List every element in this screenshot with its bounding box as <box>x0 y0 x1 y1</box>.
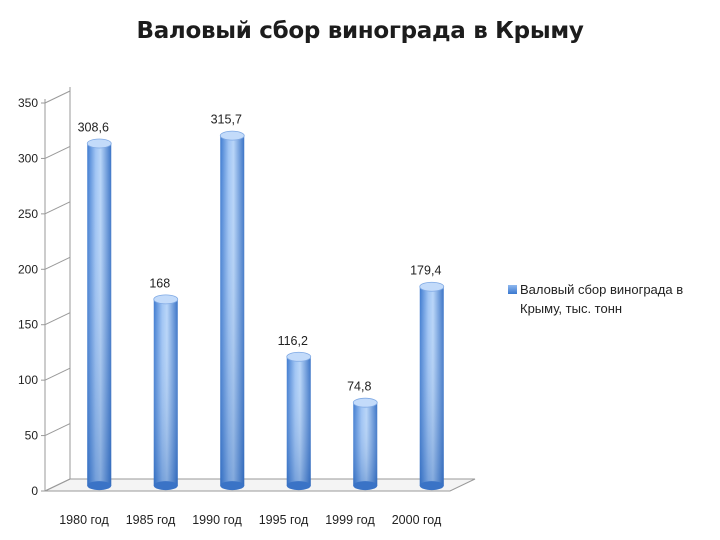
bar-base <box>419 481 444 491</box>
bar-base <box>353 481 378 491</box>
data-label: 315,7 <box>211 113 242 127</box>
y-tick-label: 250 <box>18 207 38 221</box>
y-tick-mark <box>44 201 71 215</box>
x-tick-label: 2000 год <box>392 513 442 527</box>
y-tick-mark <box>44 312 71 326</box>
y-tick-label: 150 <box>18 318 38 332</box>
y-tick-label: 350 <box>18 96 38 110</box>
bar <box>286 351 312 491</box>
x-tick-label: 1995 год <box>259 513 309 527</box>
data-label: 168 <box>149 276 170 290</box>
bar <box>352 397 378 491</box>
bar-top <box>153 294 179 305</box>
bar-top <box>419 281 445 292</box>
bar-shade <box>87 143 112 486</box>
bar <box>86 138 112 491</box>
bar <box>419 281 445 491</box>
bar-base <box>153 481 178 491</box>
bar-base <box>87 481 112 491</box>
x-tick-label: 1999 год <box>325 513 375 527</box>
y-tick-mark <box>44 256 71 270</box>
bar-base <box>220 481 245 491</box>
data-label: 116,2 <box>278 334 308 348</box>
bar-top <box>86 138 112 149</box>
y-tick-label: 0 <box>31 484 38 498</box>
bar-shade <box>153 299 178 486</box>
legend-swatch <box>508 285 517 294</box>
chart-legend: Валовый сбор винограда в Крыму, тыс. тон… <box>508 280 718 318</box>
bar <box>153 294 179 491</box>
legend-label: Валовый сбор винограда в Крыму, тыс. тон… <box>520 282 684 316</box>
data-label: 308,6 <box>78 120 109 134</box>
bar-shade <box>353 402 378 486</box>
y-tick-mark <box>44 367 71 381</box>
data-label: 74,8 <box>347 380 371 394</box>
bar-shade <box>419 286 444 486</box>
bar-top <box>352 397 378 408</box>
bar-shade <box>220 135 245 486</box>
bar-top <box>286 351 312 362</box>
chart-bars <box>86 130 445 491</box>
y-tick-mark <box>44 423 71 437</box>
y-tick-label: 200 <box>18 262 38 276</box>
chart-labels: 0 50 100 150 200 250 300 350 308,6 1980 год 168 198… <box>18 96 442 527</box>
bar <box>219 130 245 491</box>
bar-top <box>219 130 245 141</box>
y-tick-mark <box>44 90 71 104</box>
y-tick-mark <box>44 478 71 492</box>
y-tick-label: 100 <box>18 373 38 387</box>
bar-base <box>286 481 311 491</box>
y-tick-mark <box>44 145 71 159</box>
x-tick-label: 1985 год <box>126 513 176 527</box>
y-tick-label: 50 <box>25 429 39 443</box>
y-tick-label: 300 <box>18 151 38 165</box>
chart-title: Валовый сбор винограда в Крыму <box>136 18 584 44</box>
x-tick-label: 1990 год <box>192 513 242 527</box>
data-label: 179,4 <box>410 264 441 278</box>
x-tick-label: 1980 год <box>59 513 109 527</box>
bar-shade <box>286 356 311 486</box>
